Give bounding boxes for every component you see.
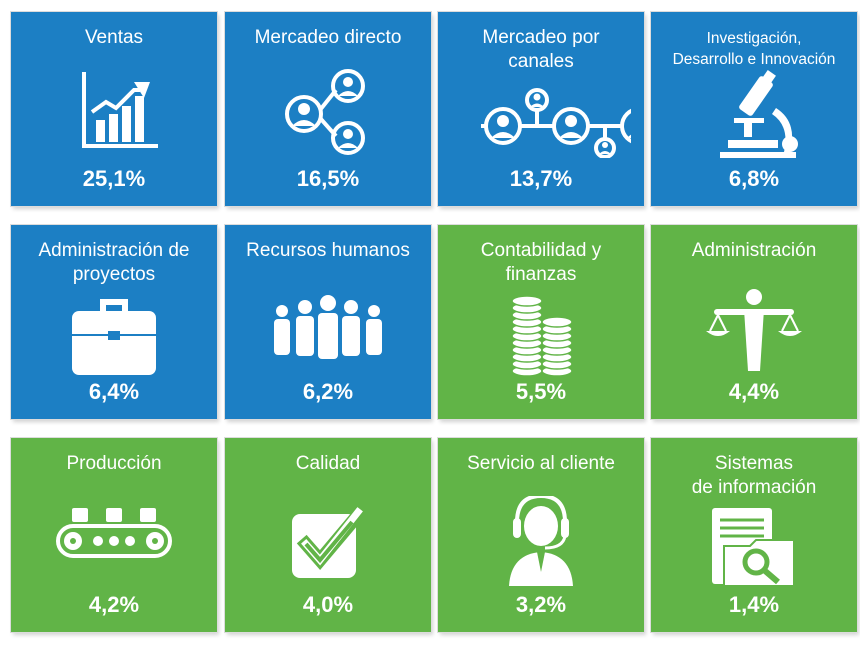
coin-stacks-icon — [511, 295, 573, 377]
tile-ventas: Ventas 25,1% — [11, 12, 217, 206]
tile-value: 4,4% — [728, 379, 780, 404]
tile-value: 4,0% — [302, 592, 354, 617]
tile-label: Servicio al cliente — [467, 453, 615, 474]
tile-label: Administración de proyectos — [38, 240, 190, 285]
microscope-icon — [720, 70, 798, 158]
tile-label: Mercadeo directo — [254, 27, 402, 48]
folder-search-icon — [712, 508, 795, 587]
tile-sistemas-informacion: Sistemas de información 1,4% — [651, 438, 857, 632]
tile-value: 4,2% — [88, 592, 140, 617]
tile-value: 1,4% — [728, 592, 780, 617]
tile-produccion: Producción 4,2% — [11, 438, 217, 632]
tile-label: Recursos humanos — [246, 240, 410, 261]
tile-value: 5,5% — [515, 379, 567, 404]
tile-label: Sistemas de información — [691, 453, 817, 498]
checkbox-icon — [292, 507, 363, 578]
briefcase-icon — [72, 299, 156, 375]
tile-label: Producción — [66, 453, 162, 474]
tile-servicio-cliente: Servicio al cliente 3,2% — [438, 438, 644, 632]
tile-mercadeo-directo: Mercadeo directo 16,5% — [225, 12, 431, 206]
growth-chart-icon — [82, 72, 158, 148]
tile-recursos-humanos: Recursos humanos 6,2% — [225, 225, 431, 419]
tile-label: Ventas — [84, 27, 144, 48]
conveyor-belt-icon — [56, 508, 172, 558]
tile-label: Calidad — [295, 453, 361, 474]
tile-value: 6,2% — [302, 379, 354, 404]
tile-value: 6,8% — [728, 166, 780, 191]
tile-label: Investigación, Desarrollo e Innovación — [672, 30, 836, 68]
tile-value: 25,1% — [82, 166, 146, 191]
tile-investigacion: Investigación, Desarrollo e Innovación 6,… — [651, 12, 857, 206]
tile-label: Contabilidad y finanzas — [480, 240, 602, 285]
channel-people-icon — [481, 88, 631, 158]
tile-administracion: Administración 4,4% — [651, 225, 857, 419]
tile-value: 13,7% — [509, 166, 573, 191]
team-people-icon — [274, 295, 382, 359]
tile-value: 16,5% — [296, 166, 360, 191]
tile-value: 6,4% — [88, 379, 140, 404]
tile-label: Mercadeo por canales — [482, 27, 600, 72]
tile-administracion-proyectos: Administración de proyectos 6,4% — [11, 225, 217, 419]
tile-label: Administración — [691, 240, 817, 261]
balance-person-icon — [706, 289, 802, 371]
headset-agent-icon — [509, 496, 573, 586]
tile-value: 3,2% — [515, 592, 567, 617]
tile-calidad: Calidad 4,0% — [225, 438, 431, 632]
tile-contabilidad: Contabilidad y finanzas 5,5% — [438, 225, 644, 419]
people-network-icon — [285, 69, 365, 155]
tile-mercadeo-canales: Mercadeo por canales 13,7% — [438, 12, 644, 206]
